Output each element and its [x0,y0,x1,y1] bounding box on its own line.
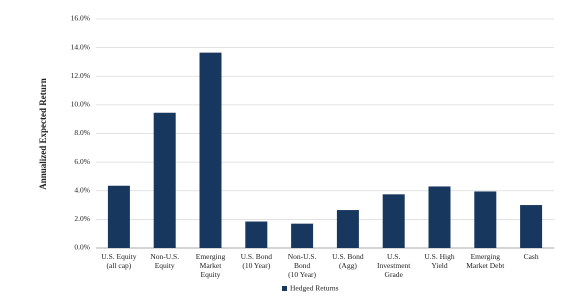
bar [520,205,543,248]
y-tick-label: 8.0% [74,128,90,137]
x-tick-label: U.S. Bond (Agg) [332,252,364,270]
x-tick-label-line: Non-U.S. [288,252,317,261]
x-tick-label: U.S. Bond (10 Year) [241,252,273,270]
x-tick-label-line: U.S. Bond [241,252,273,261]
x-tick-label-line: (10 Year) [242,261,270,270]
x-tick-label-line: Emerging [471,252,501,261]
x-tick-label-line: Non-U.S. [150,252,179,261]
x-tick-label-line: (10 Year) [288,270,316,279]
x-tick-label: U.S. Investment Grade [377,252,411,279]
x-tick-label: U.S. High Yield [424,252,454,270]
x-tick-label: Non-U.S. Bond (10 Year) [288,252,317,279]
x-tick-label-line: Bond [294,261,311,270]
bar [245,221,268,248]
x-tick-label-line: U.S. Equity [101,252,136,261]
x-tick-label-line: Cash [524,252,539,261]
x-tick-label-line: U.S. High [424,252,454,261]
x-tick-label: Emerging Market Equity [196,252,226,279]
legend-label: Hedged Returns [290,284,339,293]
x-tick-label-line: Investment [377,261,411,270]
legend-swatch [282,286,287,291]
x-tick-label: Cash [524,252,539,261]
bar [336,210,359,248]
y-axis-label: Annualized Expected Return [38,78,48,190]
x-tick-label-line: Market Debt [466,261,505,270]
x-tick-label-line: (all cap) [107,261,132,270]
x-tick-label-line: Equity [155,261,175,270]
bar [291,223,314,248]
x-tick-label: Non-U.S. Equity [150,252,179,270]
y-tick-label: 4.0% [74,185,90,194]
bar [474,191,497,248]
x-tick-label-line: Equity [201,270,221,279]
bar [382,194,405,248]
bar [107,185,130,248]
y-tick-label: 6.0% [74,157,90,166]
y-tick-label: 16.0% [71,14,90,23]
x-tick-label-line: Market [200,261,223,270]
x-tick-label-line: (Agg) [339,261,357,270]
x-tick-label: U.S. Equity (all cap) [101,252,136,270]
x-tick-label-line: Emerging [196,252,226,261]
x-tick-label-line: Grade [385,270,404,279]
bar [153,112,176,248]
x-tick-label: Emerging Market Debt [466,252,505,270]
y-tick-label: 14.0% [71,42,90,51]
x-tick-label-line: Yield [431,261,447,270]
y-tick-label: 12.0% [71,71,90,80]
bar [428,186,451,248]
y-tick-label: 0.0% [74,243,90,252]
bar [199,52,222,249]
y-tick-label: 2.0% [74,214,90,223]
y-tick-label: 10.0% [71,100,90,109]
x-tick-label-line: U.S. [387,252,400,261]
x-tick-label-line: U.S. Bond [332,252,364,261]
